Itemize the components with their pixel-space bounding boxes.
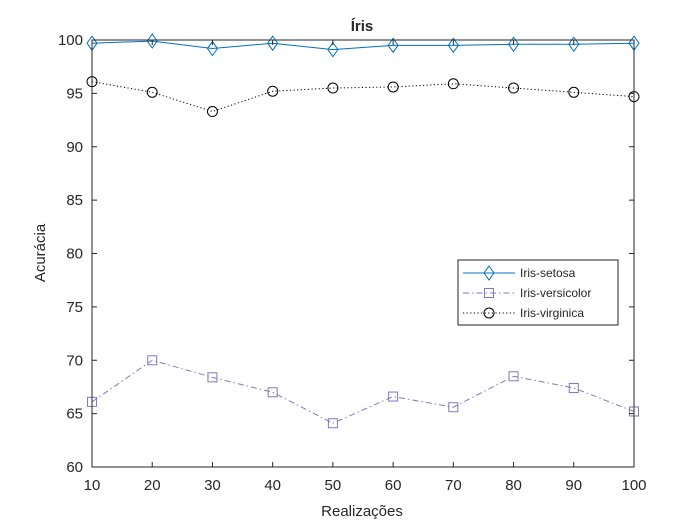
data-point-1-5	[388, 391, 399, 402]
series-2	[86, 76, 640, 118]
y-tick-label-0: 60	[66, 459, 83, 476]
y-tick-label-8: 100	[58, 32, 83, 49]
data-point-1-1	[147, 355, 158, 366]
x-tick-label-8: 90	[565, 477, 582, 494]
y-tick-label-2: 70	[66, 352, 83, 369]
data-point-2-3	[267, 85, 279, 97]
x-tick-label-1: 20	[144, 477, 161, 494]
data-point-2-1	[146, 86, 158, 98]
legend-marker-1	[484, 288, 494, 298]
x-tick-label-5: 60	[385, 477, 402, 494]
x-axis-label: Realizações	[321, 503, 403, 520]
data-point-1-8	[568, 383, 579, 394]
data-point-2-2	[206, 106, 218, 118]
data-point-0-4	[327, 41, 339, 58]
y-tick-label-5: 85	[66, 192, 83, 209]
legend: Iris-setosa Iris-versicolor Iris-virginica	[457, 259, 619, 326]
data-point-1-4	[327, 418, 338, 429]
data-point-2-4	[327, 82, 339, 94]
data-point-1-7	[508, 371, 519, 382]
series-line-1	[91, 359, 635, 424]
series-line-2	[91, 81, 635, 113]
chart-title: Íris	[351, 18, 374, 35]
y-tick-label-4: 80	[66, 246, 83, 263]
data-point-0-5	[387, 37, 399, 54]
y-tick-label-6: 90	[66, 139, 83, 156]
data-point-0-1	[146, 33, 158, 49]
data-point-2-8	[568, 86, 580, 98]
y-axis-label: Acurácia	[32, 223, 49, 282]
x-tick-label-2: 30	[204, 477, 221, 494]
data-point-0-3	[267, 35, 279, 52]
x-tick-label-9: 100	[621, 477, 646, 494]
legend-label-2: Iris-virginica	[520, 306, 584, 320]
axes-layer: 10 20 30 40 50 60 70 80 90 100 60 65 70 75 80 85 90 95 100	[58, 32, 647, 494]
data-point-2-7	[508, 82, 520, 94]
series-1	[87, 355, 639, 429]
legend-marker-2	[483, 307, 495, 319]
data-point-2-6	[447, 78, 459, 90]
data-point-1-2	[207, 372, 218, 383]
y-tick-label-7: 95	[66, 85, 83, 102]
legend-marker-0	[483, 265, 495, 281]
plot-area	[92, 40, 634, 467]
data-point-2-5	[387, 81, 399, 93]
x-tick-label-3: 40	[264, 477, 281, 494]
legend-label-1: Iris-versicolor	[520, 286, 591, 300]
series-layer	[86, 33, 640, 429]
y-tick-label-3: 75	[66, 299, 83, 316]
data-point-1-6	[448, 402, 459, 413]
data-point-1-3	[267, 387, 278, 398]
series-line-0	[91, 40, 635, 51]
x-tick-label-7: 80	[505, 477, 522, 494]
data-point-0-8	[568, 36, 580, 53]
x-tick-label-0: 10	[84, 477, 101, 494]
legend-label-0: Iris-setosa	[520, 266, 576, 280]
data-point-0-6	[447, 37, 459, 54]
data-point-0-2	[206, 40, 219, 57]
x-tick-label-6: 70	[445, 477, 462, 494]
y-tick-label-1: 65	[66, 406, 83, 423]
x-tick-label-4: 50	[325, 477, 342, 494]
data-point-0-7	[507, 36, 520, 53]
